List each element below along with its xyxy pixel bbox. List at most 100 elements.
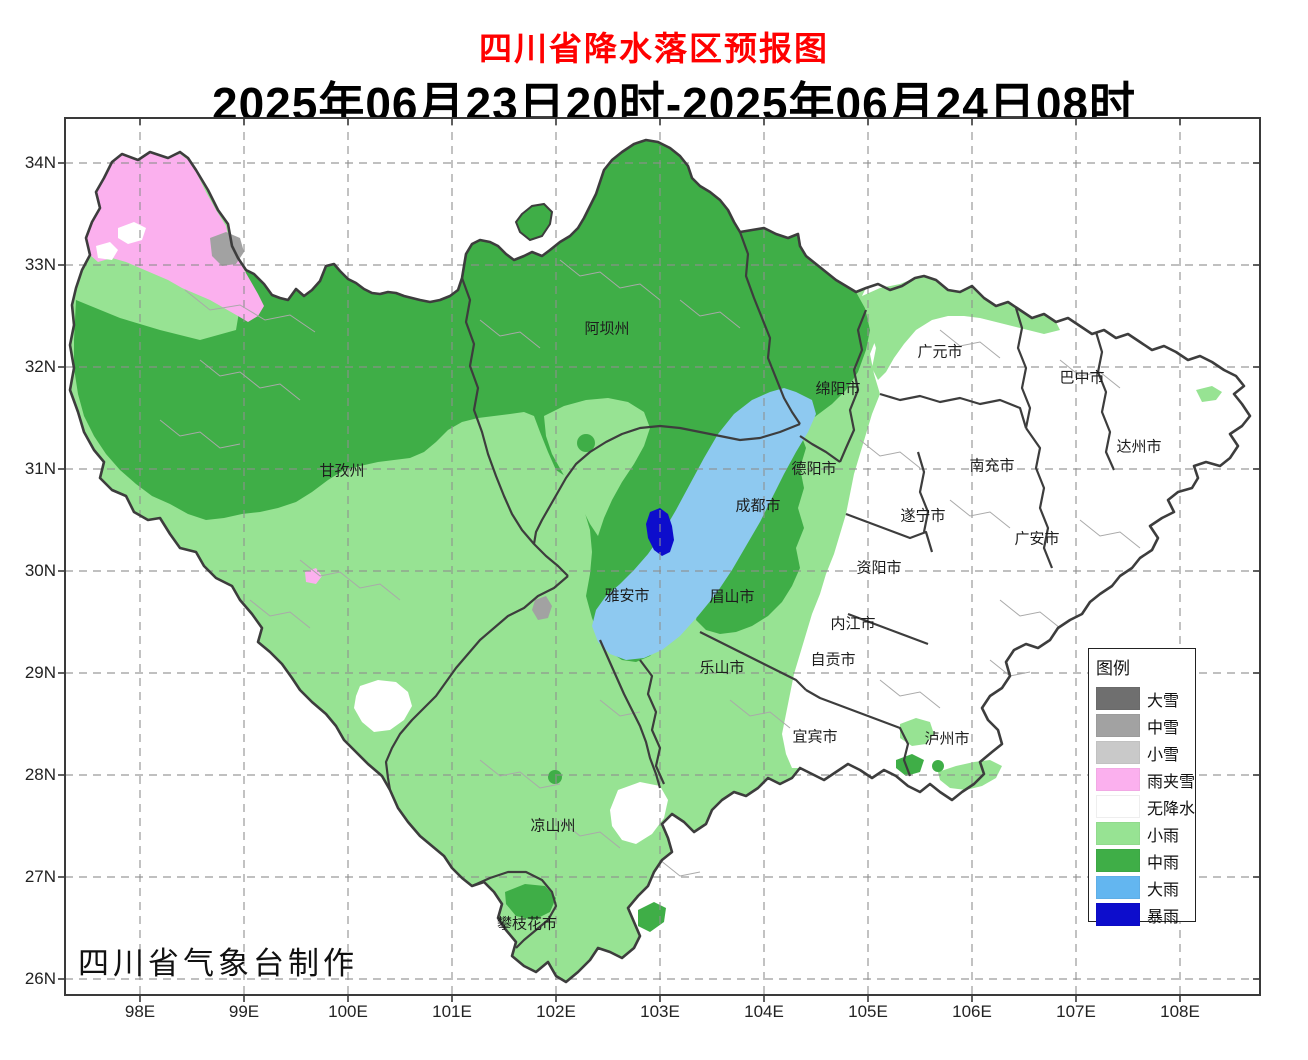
county-boundaries bbox=[159, 259, 1141, 877]
legend-row-xiaoyu: 小雨 bbox=[1096, 820, 1195, 847]
region-label: 资阳市 bbox=[856, 559, 902, 577]
legend-items: 大雪中雪小雪雨夹雪无降水小雨中雨大雨暴雨 bbox=[1096, 685, 1195, 928]
legend-row-yujiaxue: 雨夹雪 bbox=[1096, 766, 1195, 793]
light-rain-dazhou-ne bbox=[1196, 386, 1222, 402]
lon-tick-label: 103E bbox=[640, 1002, 680, 1021]
lon-tick-label: 104E bbox=[744, 1002, 784, 1021]
moderate-rain-dot3 bbox=[932, 760, 944, 772]
legend-swatch-zhongyu bbox=[1096, 849, 1140, 872]
lon-tick-label: 101E bbox=[432, 1002, 472, 1021]
no-precip-hole-liangshan2 bbox=[610, 782, 668, 844]
region-label: 乐山市 bbox=[699, 659, 745, 677]
light-rain-luzhou-west bbox=[900, 718, 934, 746]
legend-row-wujiangshui: 无降水 bbox=[1096, 793, 1195, 820]
moderate-rain-panzhihua bbox=[505, 884, 556, 920]
no-precip-hole-liangshan1 bbox=[354, 680, 412, 732]
legend-swatch-zhongxue bbox=[1096, 714, 1140, 737]
legend-label: 小雨 bbox=[1147, 827, 1180, 845]
region-label: 自贡市 bbox=[810, 651, 856, 669]
no-precip-dot-nw2 bbox=[96, 242, 118, 260]
legend-row-zhongyu: 中雨 bbox=[1096, 847, 1195, 874]
legend-swatch-dayu bbox=[1096, 876, 1140, 899]
lat-tick-label: 29N bbox=[24, 663, 56, 682]
legend-row-baoyu: 暴雨 bbox=[1096, 901, 1195, 928]
lon-tick-label: 98E bbox=[124, 1002, 156, 1021]
light-rain-guangyuan bbox=[862, 276, 1060, 380]
no-precip-basin bbox=[782, 276, 1250, 800]
lon-tick-label: 106E bbox=[952, 1002, 992, 1021]
moderate-rain-south2 bbox=[638, 902, 666, 932]
region-label: 南充市 bbox=[969, 457, 1015, 475]
legend-swatch-xiaoyu bbox=[1096, 822, 1140, 845]
snow-patch-center bbox=[532, 596, 552, 620]
legend-label: 中雪 bbox=[1147, 719, 1180, 737]
heavy-rain-band bbox=[592, 388, 816, 660]
lon-tick-label: 100E bbox=[328, 1002, 368, 1021]
lat-tick-label: 32N bbox=[24, 357, 56, 376]
legend-row-daxue: 大雪 bbox=[1096, 685, 1195, 712]
legend-row-zhongxue: 中雪 bbox=[1096, 712, 1195, 739]
no-precip-dot-nw1 bbox=[118, 222, 146, 244]
sleet-dot bbox=[305, 568, 322, 584]
lon-tick-label: 108E bbox=[1160, 1002, 1200, 1021]
region-label: 绵阳市 bbox=[815, 380, 861, 398]
region-label: 成都市 bbox=[735, 497, 781, 515]
legend-label: 无降水 bbox=[1147, 800, 1196, 818]
page-title: 四川省降水落区预报图 bbox=[479, 30, 829, 67]
graticule bbox=[65, 118, 1260, 995]
lat-tick-label: 30N bbox=[24, 561, 56, 580]
light-rain-luzhou-south bbox=[938, 760, 1002, 790]
attribution: 四川省气象台制作 bbox=[78, 946, 358, 981]
moderate-rain-dot bbox=[577, 434, 595, 452]
snow-patch-nw bbox=[210, 232, 244, 266]
region-label: 内江市 bbox=[830, 615, 876, 633]
region-label: 雅安市 bbox=[604, 587, 650, 605]
legend-swatch-yujiaxue bbox=[1096, 768, 1140, 791]
lon-tick-label: 99E bbox=[228, 1002, 260, 1021]
lon-tick-label: 105E bbox=[848, 1002, 888, 1021]
axis-frame bbox=[58, 117, 1261, 1002]
legend-swatch-wujiangshui bbox=[1096, 795, 1140, 818]
region-label: 广安市 bbox=[1014, 530, 1060, 548]
sleet-area bbox=[86, 152, 264, 322]
legend-title: 图例 bbox=[1096, 659, 1130, 678]
legend-label: 大雪 bbox=[1147, 692, 1180, 710]
lat-tick-label: 28N bbox=[24, 765, 56, 784]
region-label: 眉山市 bbox=[709, 588, 755, 606]
lat-tick-label: 34N bbox=[24, 153, 56, 172]
region-label: 遂宁市 bbox=[900, 507, 946, 525]
legend-label: 小雪 bbox=[1147, 746, 1180, 764]
legend-row-dayu: 大雨 bbox=[1096, 874, 1195, 901]
legend-label: 大雨 bbox=[1147, 881, 1180, 899]
region-label: 甘孜州 bbox=[319, 462, 365, 480]
prefecture-boundaries bbox=[384, 231, 1116, 949]
moderate-rain-dot2 bbox=[548, 770, 562, 784]
border-enclave bbox=[514, 202, 554, 242]
lat-tick-label: 27N bbox=[24, 867, 56, 886]
lat-tick-label: 26N bbox=[24, 969, 56, 988]
region-label: 阿坝州 bbox=[584, 320, 630, 338]
legend-label: 雨夹雪 bbox=[1147, 773, 1196, 791]
region-label: 广元市 bbox=[917, 343, 963, 361]
legend-label: 暴雨 bbox=[1147, 908, 1180, 926]
lon-tick-label: 107E bbox=[1056, 1002, 1096, 1021]
region-label: 达州市 bbox=[1116, 438, 1162, 456]
legend-label: 中雨 bbox=[1147, 854, 1180, 872]
region-label: 德阳市 bbox=[791, 460, 837, 478]
lat-tick-label: 31N bbox=[24, 459, 56, 478]
province-outline bbox=[68, 138, 1252, 984]
legend: 图例 大雪中雪小雪雨夹雪无降水小雨中雨大雨暴雨 bbox=[1088, 648, 1196, 926]
region-label: 巴中市 bbox=[1059, 369, 1105, 387]
legend-row-xiaoxue: 小雪 bbox=[1096, 739, 1195, 766]
lat-tick-label: 33N bbox=[24, 255, 56, 274]
legend-swatch-daxue bbox=[1096, 687, 1140, 710]
region-label: 宜宾市 bbox=[792, 728, 838, 746]
legend-swatch-baoyu bbox=[1096, 903, 1140, 926]
region-label: 攀枝花市 bbox=[496, 915, 558, 933]
legend-swatch-xiaoxue bbox=[1096, 741, 1140, 764]
region-label: 凉山州 bbox=[530, 817, 576, 835]
lon-tick-label: 102E bbox=[536, 1002, 576, 1021]
region-label: 泸州市 bbox=[924, 730, 970, 748]
